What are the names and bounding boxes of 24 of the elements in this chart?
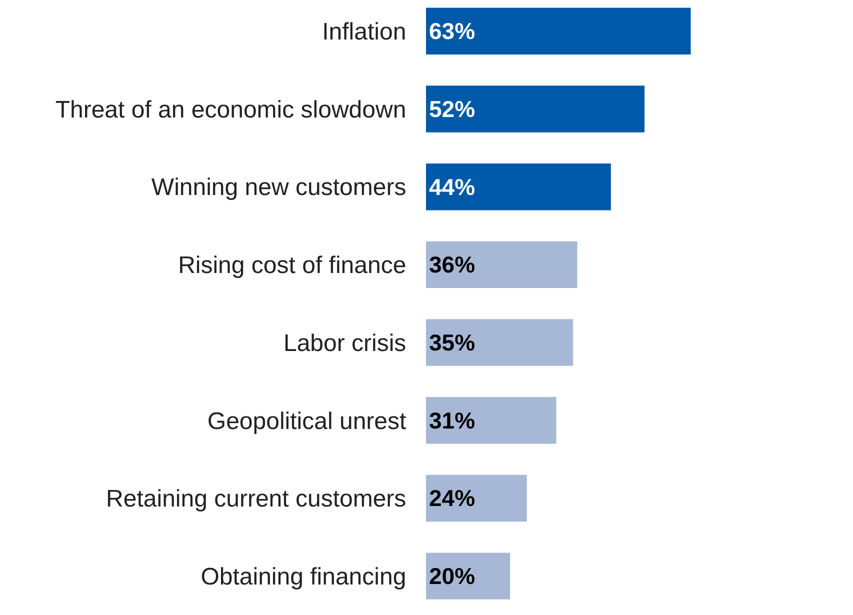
data-label: 52% (429, 96, 476, 122)
data-label: 20% (429, 563, 476, 590)
bar (426, 397, 556, 444)
y-tick-label: Rising cost of finance (178, 252, 406, 280)
bar (426, 163, 611, 210)
bar (426, 86, 645, 132)
y-tick-label: Winning new customers (151, 174, 406, 202)
bar (426, 319, 574, 366)
y-tick-label: Retaining current customers (106, 486, 406, 513)
bar (426, 241, 578, 288)
y-tick-label: Threat of an economic slowdown (55, 96, 406, 124)
data-label: 36% (429, 252, 476, 278)
y-tick-label: Inflation (322, 18, 406, 46)
data-label: 35% (429, 330, 476, 356)
y-tick-label: Labor crisis (283, 330, 406, 357)
bar (426, 474, 527, 522)
y-tick-label: Obtaining financing (200, 563, 406, 590)
bar (426, 8, 691, 54)
data-label: 31% (429, 407, 476, 434)
data-label: 63% (429, 18, 476, 44)
y-tick-label: Geopolitical unrest (207, 408, 407, 435)
bar (426, 552, 510, 600)
data-label: 44% (429, 174, 476, 200)
data-label: 24% (429, 485, 476, 512)
